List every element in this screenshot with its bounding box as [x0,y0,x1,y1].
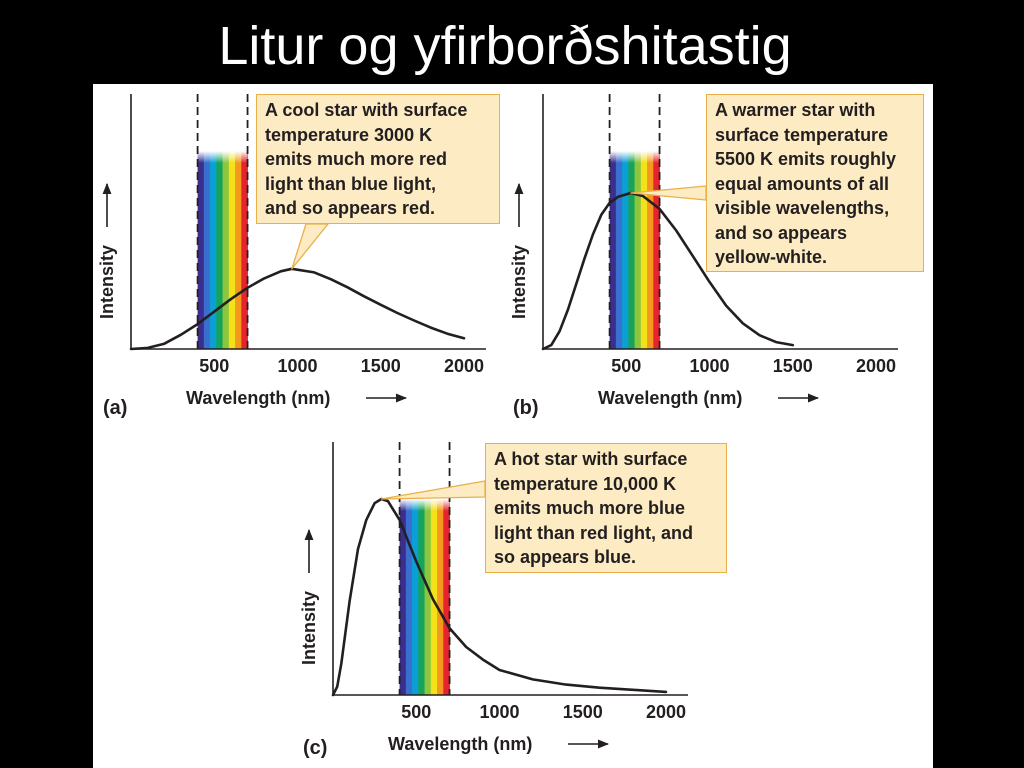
visible-band-fade [609,151,660,163]
x-tick-label: 2000 [646,702,686,722]
callout-line: A warmer star with [715,100,876,120]
x-axis-label: Wavelength (nm) [598,388,742,408]
callout-pointer [380,480,486,500]
star-spectra-charts: 500 1000 1500 2000 Wavelength (nm) Intensity (… [97,94,898,759]
callout-line: and so appears [715,222,848,243]
visible-band-stripe [210,151,217,349]
x-tick-label: 1000 [277,356,317,376]
x-tick-label: 1000 [479,702,519,722]
x-tick-label: 2000 [444,356,484,376]
visible-band-stripe [197,151,205,349]
y-axis-label: Intensity [299,591,319,665]
callout-line: light than red light, and [494,522,693,543]
visible-band-fade [399,499,450,511]
x-axis-label: Wavelength (nm) [186,388,330,408]
visible-band-stripe [647,151,654,349]
panel-label: (b) [513,397,539,419]
callout-line: so appears blue. [494,547,637,567]
x-tick-label: 1500 [361,356,401,376]
visible-band-stripe [412,499,419,695]
visible-band-stripe [622,151,629,349]
visible-band-stripe [203,151,211,349]
visible-band-stripe [615,151,623,349]
visible-band-stripe [609,151,617,349]
callout-line: emits much more blue [494,498,686,518]
callout-line: and so appears red. [265,198,436,218]
visible-band-stripe [418,499,425,695]
callout-line: A hot star with surface [494,449,688,469]
visible-band-stripe [634,151,642,349]
callout-box: A hot star with surface temperature 10,00… [485,443,727,573]
visible-band-stripe [437,499,444,695]
x-tick-label: 1000 [689,356,729,376]
callout-line: yellow-white. [715,247,828,267]
x-tick-label: 500 [611,356,641,376]
callout-box: A warmer star with surface temperature 550… [706,94,924,272]
callout-line: equal amounts of all [715,173,890,194]
visible-band-stripe [640,151,648,349]
callout-line: light than blue light, [265,173,436,194]
visible-band-stripe [430,499,438,695]
visible-band-stripe [424,499,432,695]
y-axis-label: Intensity [97,245,117,319]
callout-line: emits much more red [265,149,448,169]
visible-band-stripe [628,151,635,349]
visible-band-stripe [241,151,248,349]
callout-line: 5500 K emits roughly [715,149,897,169]
x-tick-label: 500 [401,702,431,722]
visible-band-stripe [228,151,236,349]
x-tick-label: 1500 [773,356,813,376]
callout-line: A cool star with surface [265,100,468,120]
callout-line: temperature 10,000 K [494,473,677,494]
panel-label: (a) [103,397,127,419]
callout-box: A cool star with surface temperature 3000… [256,94,500,224]
visible-band-stripe [653,151,660,349]
callout-pointer [291,223,329,270]
callout-line: visible wavelengths, [715,198,890,218]
visible-band-stripe [405,499,413,695]
spectrum-curve [331,497,668,697]
visible-band-stripe [222,151,230,349]
spectrum-curve [129,267,466,351]
figure-panel: 500 1000 1500 2000 Wavelength (nm) Intensity (… [93,84,933,768]
y-axis-label: Intensity [509,245,529,319]
slide-title: Litur og yfirborðshitastig [218,16,792,76]
x-tick-label: 2000 [856,356,896,376]
callout-line: temperature 3000 K [265,124,433,145]
visible-band-stripe [399,499,407,695]
visible-band-fade [197,151,248,163]
x-axis-label: Wavelength (nm) [388,734,532,754]
visible-band-stripe [443,499,450,695]
x-tick-label: 1500 [563,702,603,722]
visible-band-stripe [216,151,223,349]
panel-label: (c) [303,737,327,759]
callout-line: surface temperature [715,124,889,145]
visible-band-stripe [235,151,242,349]
x-tick-label: 500 [199,356,229,376]
